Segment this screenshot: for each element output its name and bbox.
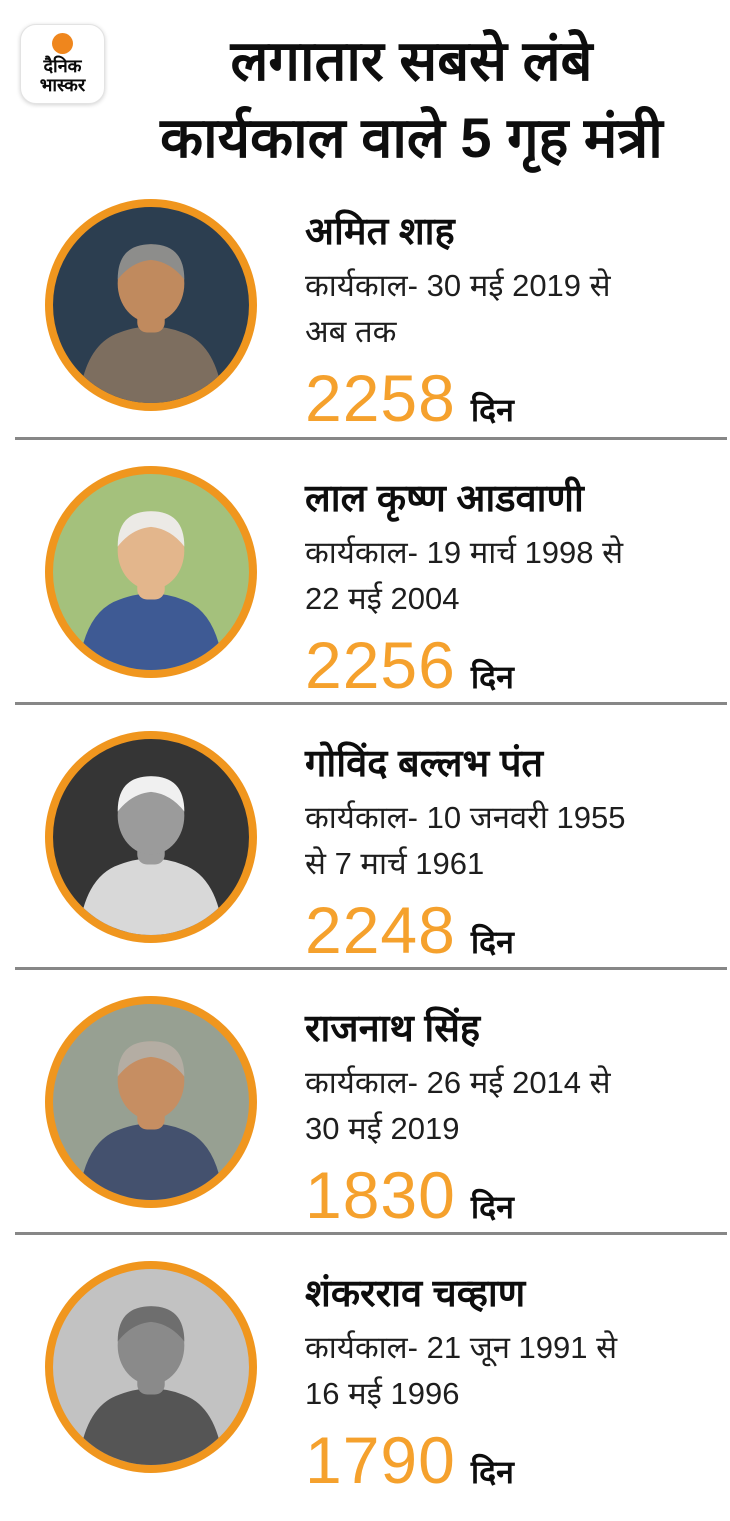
minister-portrait bbox=[45, 1261, 257, 1473]
tenure-line2: 30 मई 2019 bbox=[305, 1111, 460, 1146]
days-block: 2258 दिन bbox=[305, 365, 611, 431]
minister-info: अमित शाह कार्यकाल- 30 मई 2019 से अब तक 2… bbox=[305, 199, 611, 431]
days-unit-label: दिन bbox=[470, 924, 514, 960]
days-count: 1830 bbox=[305, 1158, 456, 1232]
row-divider bbox=[15, 967, 727, 970]
minister-name: राजनाथ सिंह bbox=[305, 1008, 481, 1050]
logo-sun-icon bbox=[52, 33, 73, 54]
days-count: 1790 bbox=[305, 1423, 456, 1497]
minister-name: शंकरराव चव्हाण bbox=[305, 1273, 526, 1315]
page-title: लगातार सबसे लंबे कार्यकाल वाले 5 गृह मंत… bbox=[0, 0, 730, 176]
minister-portrait bbox=[45, 199, 257, 411]
minister-row: राजनाथ सिंह कार्यकाल- 26 मई 2014 से 30 म… bbox=[0, 970, 730, 1232]
minister-info: शंकरराव चव्हाण कार्यकाल- 21 जून 1991 से … bbox=[305, 1261, 617, 1493]
minister-row: अमित शाह कार्यकाल- 30 मई 2019 से अब तक 2… bbox=[0, 199, 730, 437]
tenure-line1: कार्यकाल- 21 जून 1991 से bbox=[305, 1330, 618, 1365]
tenure-line1: कार्यकाल- 10 जनवरी 1955 bbox=[305, 800, 626, 835]
portrait-silhouette-icon bbox=[78, 244, 224, 403]
days-block: 1830 दिन bbox=[305, 1162, 611, 1228]
tenure-line1: कार्यकाल- 19 मार्च 1998 से bbox=[305, 535, 624, 570]
header: दैनिक भास्कर लगातार सबसे लंबे कार्यकाल व… bbox=[0, 0, 730, 199]
tenure-line1: कार्यकाल- 26 मई 2014 से bbox=[305, 1065, 611, 1100]
minister-name: लाल कृष्ण आडवाणी bbox=[305, 478, 584, 520]
tenure-line2: 16 मई 1996 bbox=[305, 1376, 460, 1411]
days-unit-label: दिन bbox=[470, 392, 514, 428]
dainik-bhaskar-logo: दैनिक भास्कर bbox=[20, 24, 105, 104]
portrait-silhouette-icon bbox=[78, 1306, 224, 1465]
minister-info: राजनाथ सिंह कार्यकाल- 26 मई 2014 से 30 म… bbox=[305, 996, 611, 1228]
portrait-silhouette-icon bbox=[78, 1041, 224, 1200]
tenure-line2: से 7 मार्च 1961 bbox=[305, 846, 485, 881]
days-count: 2256 bbox=[305, 628, 456, 702]
days-unit-label: दिन bbox=[470, 1454, 514, 1490]
logo-text-line1: दैनिक bbox=[43, 56, 82, 76]
tenure-line1: कार्यकाल- 30 मई 2019 से bbox=[305, 268, 611, 303]
page-title-line2: कार्यकाल वाले 5 गृह मंत्री bbox=[160, 106, 663, 169]
row-divider bbox=[15, 1232, 727, 1235]
days-count: 2248 bbox=[305, 893, 456, 967]
minister-row: शंकरराव चव्हाण कार्यकाल- 21 जून 1991 से … bbox=[0, 1235, 730, 1497]
minister-portrait bbox=[45, 731, 257, 943]
row-divider bbox=[15, 437, 727, 440]
tenure-line2: अब तक bbox=[305, 314, 397, 349]
minister-row: गोविंद बल्लभ पंत कार्यकाल- 10 जनवरी 1955… bbox=[0, 705, 730, 967]
minister-row: लाल कृष्ण आडवाणी कार्यकाल- 19 मार्च 1998… bbox=[0, 440, 730, 702]
tenure-line2: 22 मई 2004 bbox=[305, 581, 460, 616]
days-count: 2258 bbox=[305, 361, 456, 435]
days-unit-label: दिन bbox=[470, 1189, 514, 1225]
minister-portrait bbox=[45, 466, 257, 678]
days-block: 2248 दिन bbox=[305, 897, 625, 963]
days-block: 2256 दिन bbox=[305, 632, 623, 698]
minister-name: अमित शाह bbox=[305, 211, 455, 253]
days-block: 1790 दिन bbox=[305, 1427, 617, 1493]
minister-name: गोविंद बल्लभ पंत bbox=[305, 743, 544, 785]
minister-info: लाल कृष्ण आडवाणी कार्यकाल- 19 मार्च 1998… bbox=[305, 466, 623, 698]
minister-portrait bbox=[45, 996, 257, 1208]
minister-info: गोविंद बल्लभ पंत कार्यकाल- 10 जनवरी 1955… bbox=[305, 731, 625, 963]
logo-text-line2: भास्कर bbox=[39, 75, 86, 95]
row-divider bbox=[15, 702, 727, 705]
page-title-line1: लगातार सबसे लंबे bbox=[230, 29, 593, 92]
portrait-silhouette-icon bbox=[78, 776, 224, 935]
days-unit-label: दिन bbox=[470, 659, 514, 695]
portrait-silhouette-icon bbox=[78, 511, 224, 670]
